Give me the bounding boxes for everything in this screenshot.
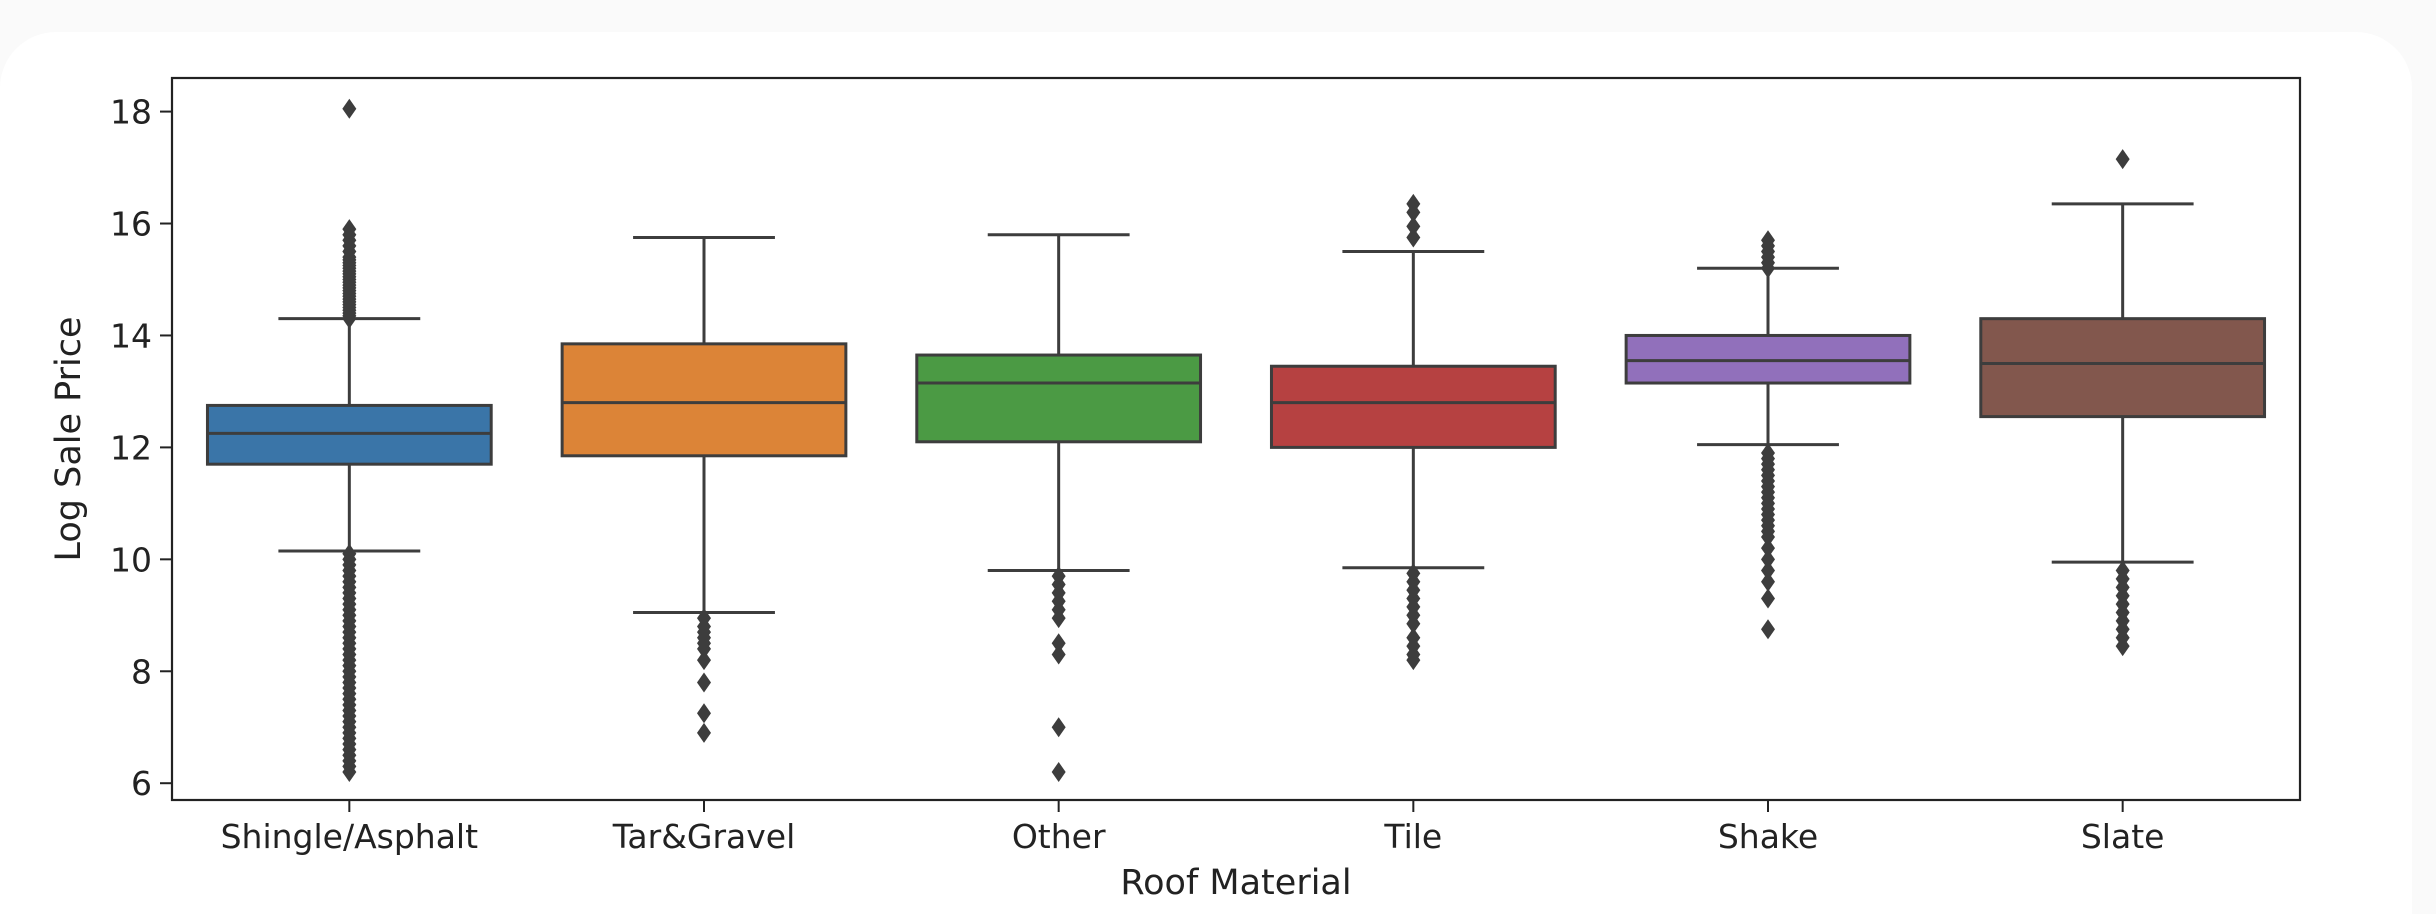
box-group bbox=[915, 233, 1203, 783]
x-axis-title: Roof Material bbox=[1120, 863, 1351, 903]
outlier-point bbox=[1761, 588, 1775, 609]
x-tick-label: Other bbox=[1012, 817, 1106, 856]
outlier-point bbox=[1761, 619, 1775, 640]
iqr-box bbox=[1979, 317, 2267, 419]
outlier-point bbox=[342, 98, 357, 119]
outlier-point bbox=[1406, 216, 1421, 237]
box-group bbox=[560, 236, 848, 743]
box-group bbox=[1979, 149, 2267, 657]
y-axis-title: Log Sale Price bbox=[49, 316, 89, 561]
x-tick-label: Shake bbox=[1718, 817, 1818, 856]
outlier-point bbox=[1051, 608, 1066, 629]
outlier-point bbox=[1051, 644, 1066, 665]
y-tick-label: 10 bbox=[110, 540, 152, 579]
y-tick-label: 18 bbox=[110, 93, 152, 132]
outlier-point bbox=[1051, 717, 1066, 738]
y-axis-ticks: 6 8 10 12 14 16 18 bbox=[110, 93, 172, 803]
outlier-point bbox=[1761, 571, 1775, 592]
iqr-box bbox=[915, 353, 1203, 444]
outlier-point bbox=[1406, 650, 1421, 671]
x-tick-label: Tar&Gravel bbox=[612, 817, 796, 856]
box-group bbox=[1624, 230, 1912, 640]
outlier-point bbox=[2115, 149, 2130, 170]
x-tick-label: Shingle/Asphalt bbox=[221, 817, 479, 856]
y-tick-label: 8 bbox=[131, 652, 152, 691]
box-group bbox=[205, 98, 493, 783]
plot-area-frame bbox=[170, 76, 2302, 802]
outlier-point bbox=[697, 672, 711, 693]
x-tick-label: Slate bbox=[2081, 817, 2165, 856]
y-tick-label: 12 bbox=[110, 428, 152, 467]
outlier-point bbox=[1761, 230, 1775, 251]
outlier-point bbox=[1761, 560, 1775, 581]
outlier-point bbox=[697, 638, 711, 659]
outlier-point bbox=[697, 650, 711, 671]
outlier-point bbox=[697, 722, 711, 743]
y-tick-label: 16 bbox=[110, 205, 152, 244]
x-axis-ticks: Shingle/Asphalt Tar&Gravel Other Tile Shake S… bbox=[221, 800, 2165, 856]
y-tick-label: 6 bbox=[131, 764, 152, 803]
outlier-point bbox=[697, 703, 711, 724]
outlier-point bbox=[1406, 193, 1421, 214]
y-tick-label: 14 bbox=[110, 316, 152, 355]
box-group bbox=[1269, 193, 1557, 671]
x-tick-label: Tile bbox=[1383, 817, 1442, 856]
box-series bbox=[205, 98, 2267, 783]
outlier-point bbox=[342, 762, 357, 783]
outlier-point bbox=[1761, 549, 1775, 570]
outlier-point bbox=[1051, 762, 1066, 783]
outlier-point bbox=[342, 219, 357, 240]
outlier-point bbox=[1761, 538, 1775, 559]
chart-card bbox=[0, 32, 2412, 914]
outlier-point bbox=[1406, 227, 1421, 248]
outlier-point bbox=[2115, 636, 2130, 657]
outlier-point bbox=[1051, 633, 1066, 654]
outlier-point bbox=[1406, 613, 1421, 634]
iqr-box bbox=[560, 342, 848, 458]
iqr-box bbox=[1269, 364, 1557, 449]
outlier-point bbox=[1761, 526, 1775, 547]
